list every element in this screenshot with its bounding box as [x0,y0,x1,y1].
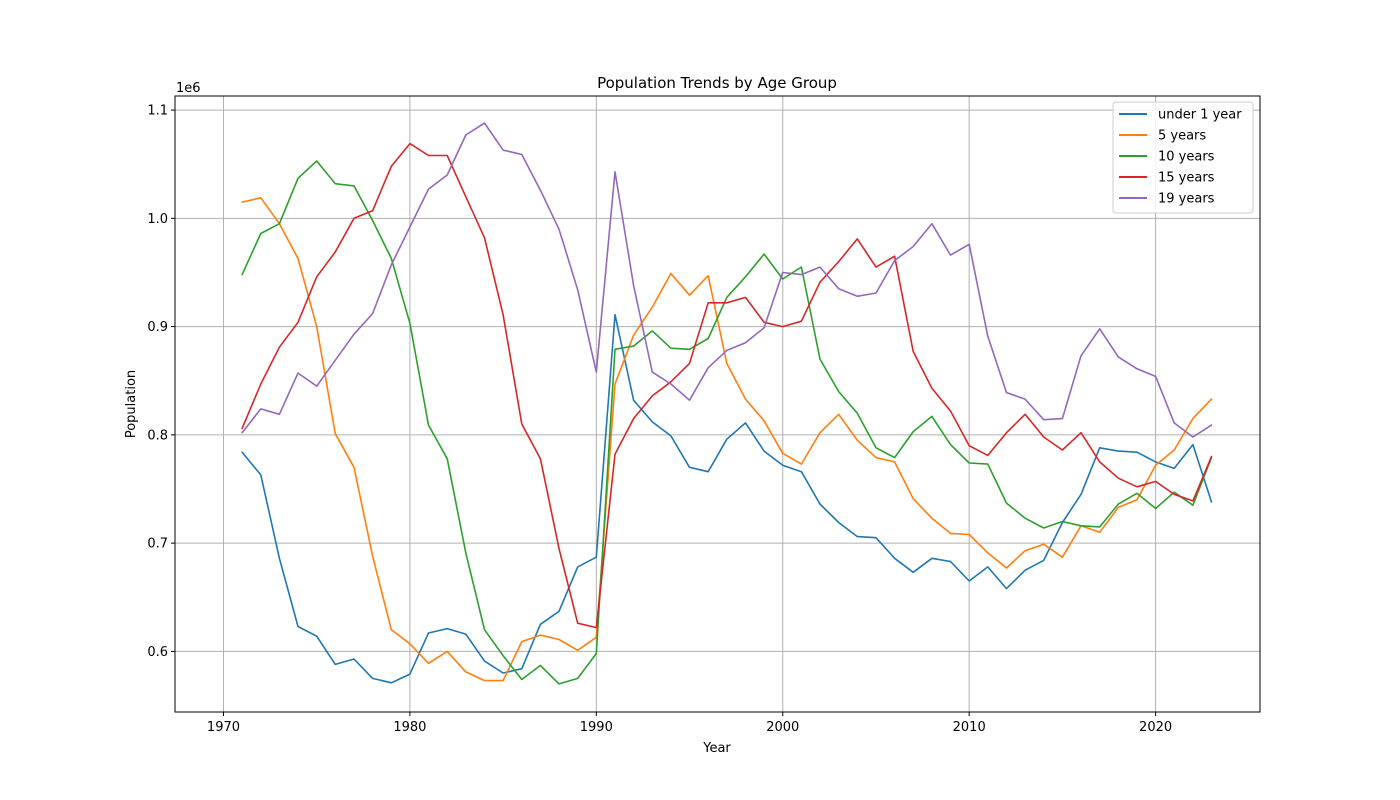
series-line-5-years [241,197,1213,682]
y-scale-offset-label: 1e6 [176,81,201,96]
ticks: 1970 1980 1990 2000 2010 2020 0.6 0.7 0.8 0.9 1.0 1… [147,104,1172,735]
x-tick-label: 2020 [1139,720,1172,735]
x-tick-label: 1990 [580,720,613,735]
grid [175,96,1260,712]
series-line-15-years [241,142,1213,629]
legend-label-10-years: 10 years [1158,150,1215,165]
y-tick-label: 0.6 [147,645,168,660]
legend-label-15-years: 15 years [1158,171,1215,186]
y-axis-label: Population [124,370,139,438]
legend-label-19-years: 19 years [1158,192,1215,207]
series-lines [241,122,1213,685]
plot-frame [174,95,1261,713]
legend-box [1112,101,1254,214]
legend-label-under-1-year: under 1 year [1158,108,1242,123]
y-tick-label: 1.0 [147,212,168,227]
y-tick-label: 0.9 [147,320,168,335]
series-line-under-1-year [241,313,1213,684]
x-tick-label: 1980 [393,720,426,735]
y-tick-label: 1.1 [147,104,168,119]
series-line-19-years [241,122,1213,438]
x-axis-label: Year [702,741,731,756]
series-line-10-years [241,160,1213,685]
x-tick-label: 2010 [953,720,986,735]
y-tick-label: 0.8 [147,428,168,443]
y-tick-label: 0.7 [147,537,168,552]
x-tick-label: 2000 [766,720,799,735]
legend-label-5-years: 5 years [1158,129,1206,144]
x-tick-label: 1970 [207,720,240,735]
legend: under 1 year 5 years 10 years 15 years 19 ye… [1112,101,1254,214]
chart-title: Population Trends by Age Group [597,74,837,92]
